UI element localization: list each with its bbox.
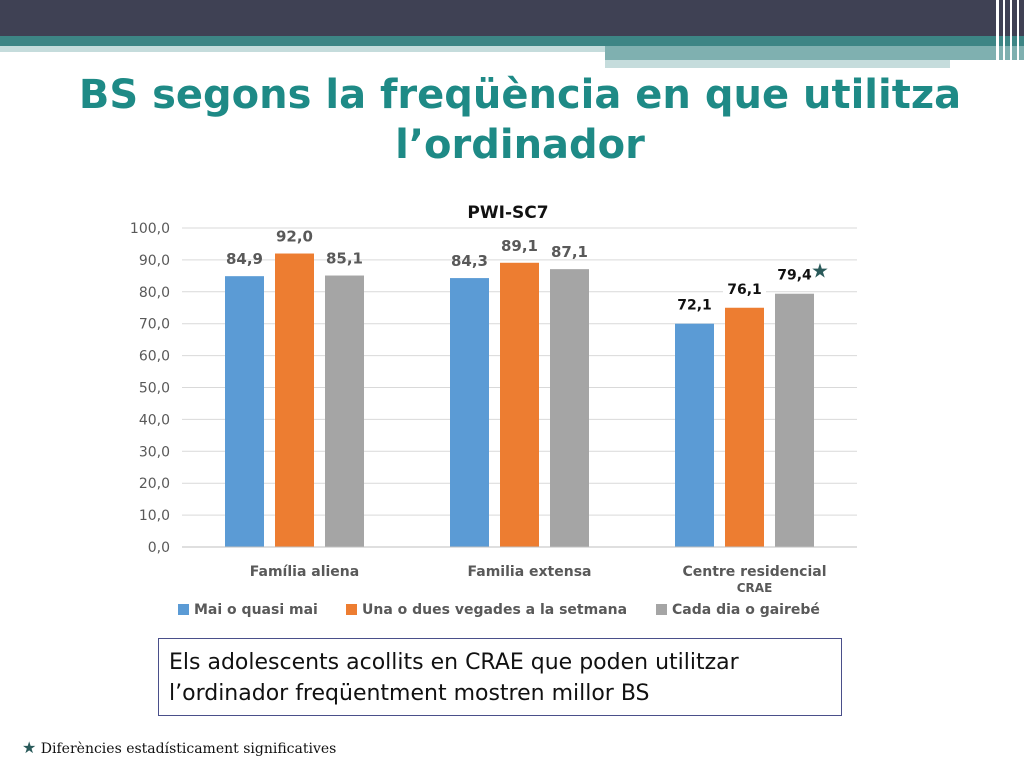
legend-swatch	[346, 604, 357, 615]
data-label: 79,4	[777, 268, 812, 284]
bar	[550, 269, 589, 547]
legend-swatch	[178, 604, 189, 615]
data-label: 85,1	[326, 250, 363, 268]
header-divider	[996, 0, 999, 68]
slide-title: BS segons la freqüència en que utilitza …	[78, 72, 962, 168]
data-label: 89,1	[501, 237, 538, 255]
header-band-teal	[0, 36, 1024, 46]
y-tick-label: 90,0	[139, 253, 170, 269]
legend-label: Mai o quasi mai	[194, 602, 318, 618]
data-label-box	[773, 263, 816, 285]
bar	[450, 278, 489, 547]
note-box: Els adolescents acollits en CRAE que pod…	[158, 638, 842, 716]
bar	[225, 276, 264, 547]
x-tick-label: Centre residencial	[682, 564, 826, 580]
data-label: 72,1	[677, 298, 712, 314]
bar	[675, 323, 714, 547]
header-band-dark	[0, 0, 1024, 36]
data-label-box	[673, 293, 716, 315]
footnote: ★ Diferències estadísticament significat…	[22, 738, 336, 757]
header-band-light	[0, 46, 605, 52]
bar	[775, 293, 814, 547]
star-icon: ★	[811, 259, 829, 283]
header-band-mid	[605, 46, 1024, 60]
y-tick-label: 20,0	[139, 476, 170, 492]
footnote-text: Diferències estadísticament significativ…	[40, 741, 337, 757]
legend-swatch	[656, 604, 667, 615]
star-icon: ★	[22, 738, 37, 757]
legend-label: Una o dues vegades a la setmana	[362, 602, 627, 618]
y-tick-label: 30,0	[139, 444, 170, 460]
chart-title: PWI-SC7	[467, 203, 548, 223]
y-tick-label: 100,0	[130, 221, 170, 237]
bar	[325, 275, 364, 547]
data-label: 92,0	[276, 228, 313, 246]
header-divider	[1017, 0, 1019, 68]
data-label-box	[723, 277, 766, 299]
y-tick-label: 70,0	[139, 317, 170, 333]
x-tick-sublabel: CRAE	[737, 581, 773, 595]
y-tick-label: 60,0	[139, 349, 170, 365]
y-tick-label: 0,0	[148, 540, 170, 556]
y-tick-label: 40,0	[139, 412, 170, 428]
data-label: 76,1	[727, 282, 762, 298]
data-label: 87,1	[551, 243, 588, 261]
legend-label: Cada dia o gairebé	[672, 602, 820, 618]
bar	[725, 307, 764, 547]
y-tick-label: 50,0	[139, 381, 170, 397]
y-tick-label: 80,0	[139, 285, 170, 301]
header-divider	[1010, 0, 1012, 68]
bar	[500, 262, 539, 547]
header-divider	[1003, 0, 1005, 68]
x-tick-label: Família aliena	[250, 564, 359, 580]
x-tick-label: Familia extensa	[468, 564, 592, 580]
header-band-light-right	[605, 60, 950, 68]
data-label: 84,3	[451, 252, 488, 270]
bar	[275, 253, 314, 547]
bar-chart: PWI-SC7 0,0 10,0 20,0 30,0 40,0 50,0 60,0 70,0 80…	[130, 203, 857, 618]
data-label: 84,9	[226, 250, 263, 268]
y-tick-label: 10,0	[139, 508, 170, 524]
